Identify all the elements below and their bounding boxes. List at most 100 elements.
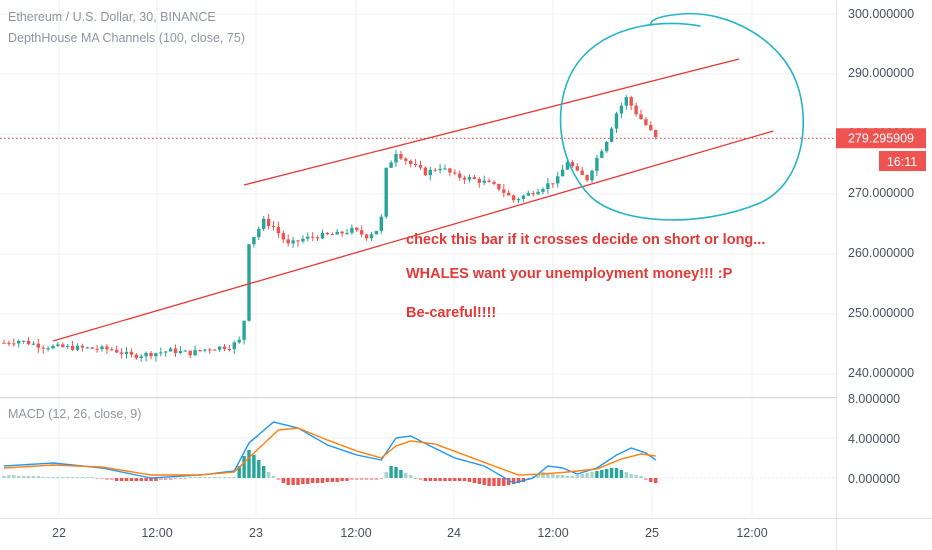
channel-lower-line[interactable] [52,130,774,342]
candle-body [183,350,187,352]
candle-body [570,162,575,167]
macd-histogram-bar [26,476,31,478]
candle-body [369,234,374,239]
macd-histogram-bar [237,466,241,478]
candle-body [61,344,65,347]
candle-body [124,351,129,354]
macd-axis[interactable]: 8.000000 4.000000 0.000000 [848,392,900,486]
candle-body [139,356,143,358]
macd-histogram-bar [325,478,330,482]
macd-histogram-bar [345,478,349,481]
macd-histogram-bar [565,476,570,478]
time-tick-label: 24 [447,526,461,540]
candle-body [384,167,388,217]
candle-body [188,350,192,356]
symbol-title[interactable]: Ethereum / U.S. Dollar, 30, BINANCE [8,10,216,24]
macd-histogram-bar [335,478,339,482]
macd-histogram-bar [330,478,334,482]
time-tick-label: 22 [52,526,66,540]
macd-histogram-bar [413,478,418,479]
macd-title[interactable]: MACD (12, 26, close, 9) [8,407,141,421]
candle-body [374,230,379,235]
candle-body [51,345,55,349]
macd-histogram-bar [41,477,45,478]
annotation-line-3[interactable]: Be-careful!!!! [406,305,496,321]
macd-histogram-bar [374,478,379,480]
hand-drawn-circle[interactable] [559,12,805,221]
candle-body [154,353,158,357]
macd-histogram-bar [193,477,197,478]
macd-histogram-bar [276,478,281,480]
macd-histogram-bar [61,477,65,478]
candle-body [193,350,197,356]
ma-channel[interactable] [52,58,774,342]
macd-histogram-bar [389,466,393,478]
macd-histogram-bar [570,476,575,478]
macd-histogram-bar [291,478,295,485]
macd-histogram-bar [590,472,594,478]
annotation-line-1[interactable]: check this bar if it crosses decide on s… [406,232,765,248]
macd-histogram-bar [433,478,437,481]
candle-body [609,128,614,142]
candle-body [487,180,491,183]
candle-body [232,342,236,350]
candle-body [497,183,501,190]
macd-lines [3,421,657,484]
candle-body [266,218,271,227]
macd-histogram-bar [95,478,99,479]
macd-histogram-bar [46,477,50,478]
candle-body [237,339,241,343]
macd-histogram-bar [119,478,124,481]
macd-histogram-bar [482,478,486,485]
candle-body [95,348,99,350]
macd-histogram-bar [477,478,481,484]
macd-histogram-bar [428,478,432,481]
candle-body [350,227,354,233]
macd-histogram-bar [213,477,217,478]
time-tick-label: 25 [645,526,659,540]
macd-histogram-bar [242,456,246,478]
candle-body [100,346,104,350]
macd-histogram-bar [56,477,60,478]
candle-body [21,340,26,342]
channel-upper-line[interactable] [243,58,740,186]
macd-histogram-bar [271,476,276,478]
candle-body [629,97,633,106]
macd-histogram-bar [281,478,285,483]
price-tick-label: 240.000000 [848,366,914,380]
candle-body [433,169,437,171]
candle-body [208,349,212,351]
candle-body [247,244,251,321]
annotation-line-2[interactable]: WHALES want your unemployment money!!! :… [406,266,733,282]
time-axis[interactable]: 22 12:00 23 12:00 24 12:00 25 12:00 [52,526,768,540]
candle-body [472,177,477,180]
candle-body [536,191,540,195]
candle-body [31,343,36,345]
macd-histogram-bar [115,478,119,481]
indicator-title[interactable]: DepthHouse MA Channels (100, close, 75) [8,31,245,45]
candle-body [502,189,506,193]
macd-histogram-bar [149,478,153,481]
time-tick-label: 12:00 [736,526,767,540]
macd-histogram-bar [100,478,104,479]
macd-histogram-bar [609,468,614,478]
candle-body [306,236,310,239]
macd-histogram-bar [649,478,653,482]
candle-body [217,346,222,350]
macd-histogram-bar [644,478,648,480]
macd-histogram-bar [507,478,511,485]
macd-histogram-bar [531,476,535,478]
macd-histogram-bar [624,472,628,478]
candle-body [423,167,428,176]
candle-body [418,164,423,168]
macd-histogram-bar [654,478,658,483]
candle-body [379,216,383,231]
macd-histogram-bar [286,478,290,485]
macd-histogram-bar [90,477,94,478]
macd-histogram-bar [404,473,408,478]
candle-body [311,236,315,238]
macd-histogram-bar [360,478,364,480]
candle-body [438,168,442,171]
